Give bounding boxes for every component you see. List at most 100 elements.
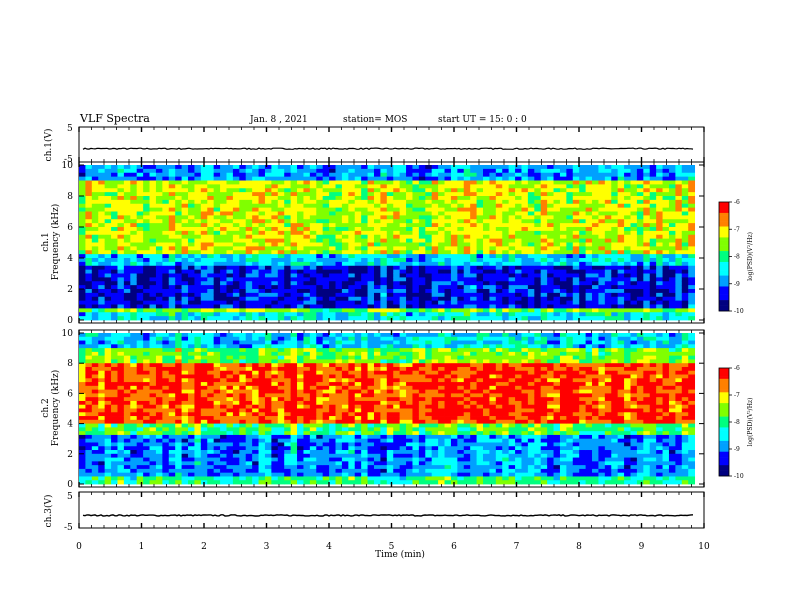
- spectrogram-cell: [341, 203, 349, 209]
- spectrogram-cell: [175, 393, 182, 398]
- spectrogram-cell: [252, 281, 259, 286]
- spectrogram-cell: [457, 176, 465, 181]
- spectrogram-cell: [617, 176, 625, 181]
- spectrogram-cell: [271, 296, 279, 302]
- spectrogram-cell: [675, 296, 683, 302]
- spectrogram-cell: [130, 238, 138, 243]
- spectrogram-cell: [130, 423, 138, 428]
- spectrogram-cell: [130, 431, 138, 436]
- spectrogram-cell: [181, 246, 189, 251]
- spectrogram-cell: [527, 219, 535, 224]
- spectrogram-cell: [547, 289, 554, 294]
- spectrogram-cell: [207, 316, 215, 321]
- spectrogram-cell: [297, 269, 304, 274]
- spectrogram-cell: [656, 176, 663, 181]
- spectrogram-cell: [123, 333, 131, 338]
- spectrogram-cell: [688, 211, 696, 216]
- spectrogram-cell: [553, 265, 561, 271]
- spectrogram-cell: [245, 203, 253, 209]
- spectrogram-cell: [149, 348, 157, 353]
- spectrogram-cell: [373, 258, 381, 263]
- spectrogram-cell: [643, 223, 651, 228]
- spectrogram-cell: [656, 192, 663, 197]
- spectrogram-cell: [200, 258, 208, 263]
- spectrogram-cell: [130, 453, 138, 458]
- spectrogram-cell: [483, 196, 490, 201]
- spectrogram-cell: [483, 258, 490, 263]
- spectrogram-cell: [406, 273, 413, 278]
- spectrogram-cell: [85, 265, 93, 271]
- spectrogram-cell: [688, 308, 696, 313]
- spectrogram-cell: [143, 184, 150, 189]
- spectrogram-cell: [450, 250, 458, 255]
- spectrogram-cell: [367, 192, 375, 197]
- spectrogram-cell: [604, 296, 612, 302]
- spectrogram-cell: [104, 165, 112, 170]
- spectrogram-cell: [117, 419, 125, 424]
- spectrogram-cell: [79, 180, 86, 185]
- spectrogram-cell: [85, 476, 93, 481]
- spectrogram-cell: [534, 316, 542, 321]
- spectrogram-cell: [79, 289, 86, 294]
- spectrogram-cell: [354, 211, 362, 216]
- spectrogram-cell: [425, 165, 433, 170]
- spectrogram-cell: [143, 419, 150, 424]
- spectrogram-cell: [252, 344, 259, 349]
- spectrogram-cell: [91, 196, 99, 201]
- spectrogram-cell: [226, 281, 234, 286]
- spectrogram-cell: [200, 416, 208, 421]
- spectrogram-cell: [399, 296, 407, 302]
- spectrogram-cell: [483, 219, 490, 224]
- spectrogram-cell: [592, 176, 599, 181]
- spectrogram-cell: [258, 199, 266, 205]
- spectrogram-cell: [91, 180, 99, 185]
- spectrogram-cell: [188, 265, 195, 271]
- spectrogram-cell: [111, 344, 118, 349]
- spectrogram-cell: [85, 480, 93, 485]
- spectrogram-cell: [232, 363, 240, 368]
- spectrogram-cell: [373, 180, 381, 185]
- spectrogram-cell: [636, 215, 644, 220]
- spectrogram-cell: [162, 351, 170, 357]
- spectrogram-cell: [252, 378, 259, 383]
- spectrogram-cell: [681, 215, 689, 220]
- spectrogram-cell: [149, 227, 157, 232]
- spectrogram-cell: [104, 446, 112, 451]
- spectrogram-cell: [483, 176, 490, 181]
- spectrogram-cell: [624, 184, 631, 189]
- spectrogram-cell: [245, 438, 253, 443]
- spectrogram-cell: [438, 227, 445, 232]
- spectrogram-cell: [277, 304, 285, 309]
- spectrogram-cell: [438, 196, 445, 201]
- spectrogram-cell: [168, 333, 176, 338]
- spectrogram-cell: [104, 292, 112, 298]
- spectrogram-cell: [483, 234, 490, 240]
- spectrogram-cell: [489, 300, 497, 305]
- spectrogram-cell: [220, 211, 227, 216]
- spectrogram-cell: [271, 234, 279, 240]
- spectrogram-cell: [316, 196, 324, 201]
- spectrogram-cell: [418, 199, 426, 205]
- spectrogram-cell: [322, 281, 330, 286]
- spectrogram-cell: [668, 207, 676, 212]
- spectrogram-cell: [335, 273, 343, 278]
- spectrogram-cell: [111, 180, 118, 185]
- spectrogram-cell: [412, 277, 420, 282]
- spectrogram-cell: [444, 246, 452, 251]
- spectrogram-cell: [264, 250, 272, 255]
- spectrogram-cell: [335, 211, 343, 216]
- spectrogram-cell: [527, 246, 535, 251]
- spectrogram-cell: [111, 450, 118, 455]
- spectrogram-cell: [457, 261, 465, 267]
- spectrogram-cell: [175, 184, 182, 189]
- spectrogram-cell: [329, 289, 336, 294]
- spectrogram-cell: [585, 184, 593, 189]
- spectrogram-cell: [450, 165, 458, 170]
- spectrogram-cell: [431, 165, 439, 170]
- spectrogram-cell: [98, 468, 106, 474]
- spectrogram-cell: [495, 285, 503, 290]
- spectrogram-cell: [681, 265, 689, 271]
- spectrogram-cell: [111, 434, 118, 440]
- spectrogram-cell: [271, 215, 279, 220]
- spectrogram-cell: [245, 374, 253, 379]
